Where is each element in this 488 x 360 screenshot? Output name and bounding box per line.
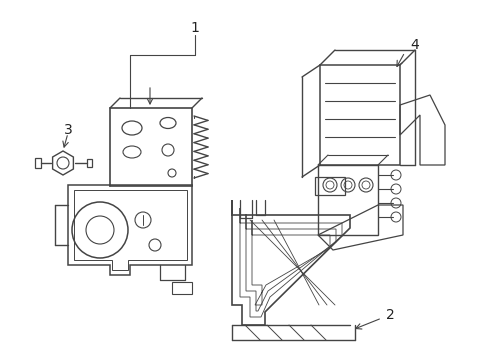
- Bar: [172, 282, 192, 294]
- Bar: [87, 159, 92, 167]
- Text: 4: 4: [410, 38, 419, 52]
- Bar: [319, 65, 399, 165]
- Bar: [35, 158, 41, 168]
- Bar: [314, 177, 345, 195]
- Bar: [110, 108, 192, 186]
- Bar: [317, 165, 377, 235]
- Text: 1: 1: [190, 21, 199, 35]
- Text: 2: 2: [385, 308, 393, 322]
- Text: 3: 3: [63, 123, 72, 137]
